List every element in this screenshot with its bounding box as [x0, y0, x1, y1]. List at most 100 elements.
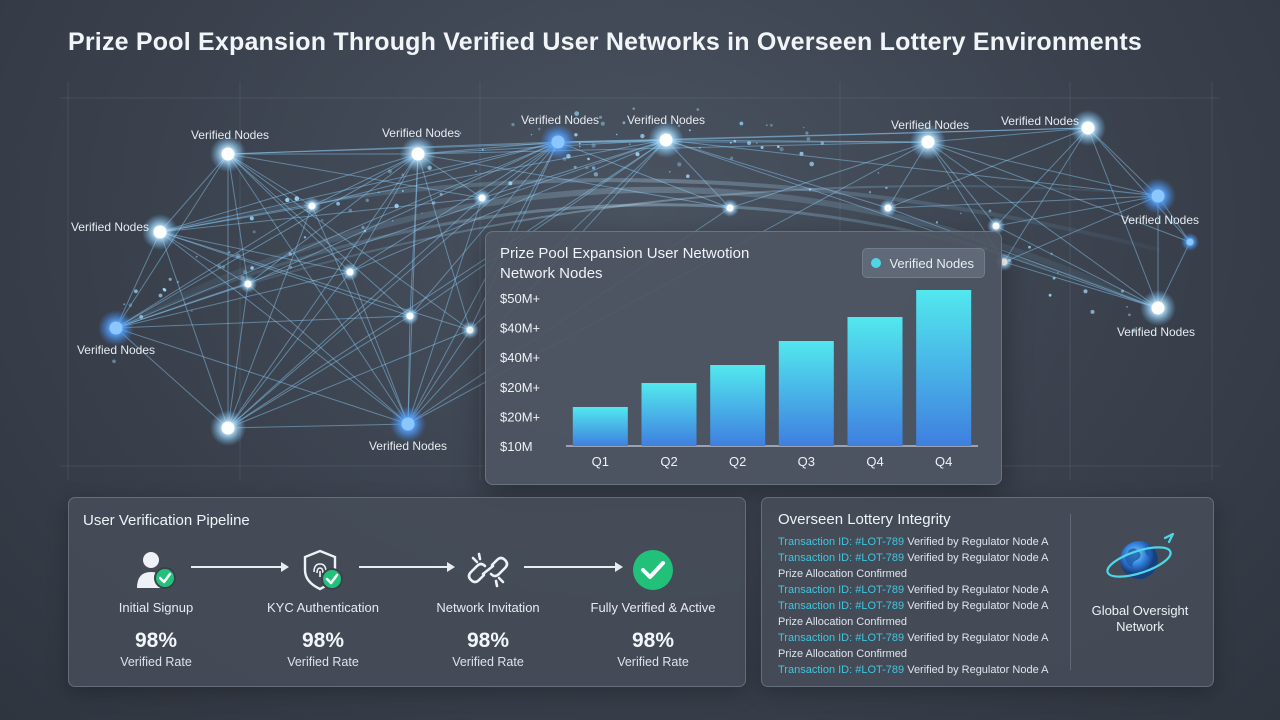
step-label: KYC Authentication [266, 600, 380, 615]
log-entry: Prize Allocation Confirmed [778, 566, 1068, 582]
network-edge [927, 127, 1089, 143]
network-edge [115, 153, 419, 329]
particle-dot [628, 143, 631, 146]
particle-dot [935, 221, 939, 224]
network-edge [159, 231, 411, 317]
particle-dot [591, 166, 596, 170]
particle-dot [802, 126, 805, 129]
network-edge [995, 225, 1159, 309]
globe-label: Global Oversight Network [1080, 603, 1200, 635]
particle-dot [511, 123, 515, 127]
verified-node [401, 417, 415, 431]
lottery-integrity-panel: Overseen Lottery Integrity Transaction I… [761, 497, 1214, 687]
global-oversight-network[interactable]: Global Oversight Network [1080, 528, 1200, 635]
y-tick-label: $50M+ [500, 291, 540, 306]
transaction-ref[interactable]: #LOT-789 [855, 536, 905, 548]
particle-dot [252, 230, 256, 234]
page-title: Prize Pool Expansion Through Verified Us… [68, 28, 1143, 56]
particle-dot [459, 132, 462, 135]
particle-dot [363, 229, 367, 233]
step-percentage: 98% [301, 629, 345, 652]
network-edge [927, 141, 1191, 243]
particle-dot [439, 192, 443, 196]
particle-dot [401, 173, 405, 177]
pipeline-step-kyc[interactable]: KYC Authentication 98% Verified Rate [248, 548, 398, 669]
pipeline-step-signup[interactable]: Initial Signup 98% Verified Rate [81, 548, 231, 669]
bar [778, 341, 834, 446]
network-edge [227, 153, 471, 331]
node-label: Verified Nodes [382, 126, 460, 140]
network-edge [927, 141, 1159, 309]
log-entry: Transaction ID: #LOT-789 Verified by Reg… [778, 662, 1068, 678]
network-edge [409, 141, 559, 317]
network-edge [227, 271, 351, 429]
chart-title: Prize Pool Expansion User Netwotion Netw… [500, 244, 840, 284]
node-label: Verified Nodes [77, 343, 155, 357]
x-tick-label: Q4 [935, 454, 952, 469]
network-edge [887, 207, 1159, 309]
transaction-ref[interactable]: #LOT-789 [855, 552, 905, 564]
step-subtitle: Verified Rate [452, 655, 524, 669]
log-text: Verified by Regulator Node A [904, 584, 1049, 596]
network-edge [227, 205, 313, 429]
transaction-ref[interactable]: #LOT-789 [855, 664, 905, 676]
step-percentage: 98% [134, 629, 178, 652]
particle-dot [481, 148, 484, 151]
pipeline-title: User Verification Pipeline [83, 512, 250, 529]
verified-node [153, 225, 167, 239]
user-check-icon [81, 548, 231, 592]
step-subtitle: Verified Rate [120, 655, 192, 669]
bar [916, 290, 972, 446]
chart-title-line1: Prize Pool Expansion User Netwotion [500, 245, 750, 262]
particle-dot [688, 129, 691, 132]
network-edge [115, 141, 559, 329]
particle-dot [635, 152, 640, 157]
network-edge [227, 153, 409, 425]
log-entry: Transaction ID: #LOT-789 Verified by Reg… [778, 550, 1068, 566]
step-subtitle: Verified Rate [617, 655, 689, 669]
globe-label-line1: Global Oversight [1091, 603, 1189, 618]
particle-dot [134, 289, 138, 294]
network-edge [481, 139, 667, 199]
network-edge [995, 127, 1089, 227]
particle-dot [303, 236, 307, 239]
chart-legend[interactable]: Verified Nodes [862, 248, 985, 278]
particle-dot [336, 201, 340, 206]
particle-dot [365, 198, 369, 202]
particle-dot [730, 156, 734, 160]
particle-dot [1126, 306, 1128, 308]
pipeline-step-invitation[interactable]: Network Invitation 98% Verified Rate [413, 548, 563, 669]
particle-dot [799, 151, 804, 156]
verified-node [1151, 301, 1165, 315]
particle-dot [1131, 328, 1137, 333]
integrity-title: Overseen Lottery Integrity [778, 511, 951, 528]
particle-dot [809, 161, 814, 167]
transaction-ref[interactable]: #LOT-789 [855, 584, 905, 596]
network-edge [247, 283, 409, 425]
particle-dot [235, 253, 241, 258]
network-edge [227, 141, 559, 429]
step-label: Initial Signup [118, 600, 194, 615]
particle-dot [698, 146, 701, 149]
transaction-id-label: Transaction ID: [778, 632, 856, 644]
log-text: Prize Allocation Confirmed [778, 648, 908, 660]
node-label: Verified Nodes [521, 113, 599, 127]
transaction-ref[interactable]: #LOT-789 [855, 632, 905, 644]
log-entry: Prize Allocation Confirmed [778, 646, 1068, 662]
verified-node [726, 204, 734, 212]
verified-node [406, 312, 414, 320]
pipeline-step-active[interactable]: Fully Verified & Active 98% Verified Rat… [578, 548, 728, 669]
network-edge [407, 329, 471, 425]
particle-dot [387, 169, 392, 174]
particle-dot [677, 162, 682, 167]
particle-dot [591, 143, 596, 148]
transaction-ref[interactable]: #LOT-789 [855, 600, 905, 612]
step-subtitle: Verified Rate [287, 655, 359, 669]
network-edge [247, 153, 419, 285]
network-edge [311, 205, 409, 425]
arrow-icon [359, 562, 455, 572]
particle-dot [677, 124, 681, 128]
network-edge [159, 205, 313, 233]
chart-title-line2: Network Nodes [500, 265, 603, 282]
network-edge [159, 197, 483, 233]
